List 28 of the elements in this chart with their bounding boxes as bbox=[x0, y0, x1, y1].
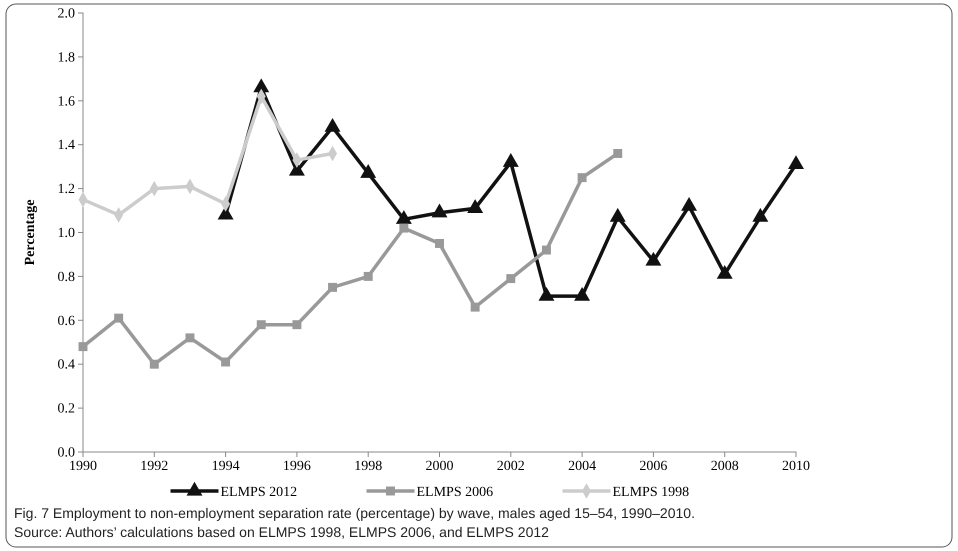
y-tick-label: 0.0 bbox=[58, 445, 75, 460]
source-note: Source: Authors’ calculations based on ELMPS 1998, ELMPS 2006, and ELMPS 2012 bbox=[14, 524, 550, 540]
x-tick-label: 2006 bbox=[639, 458, 668, 474]
x-tick-label: 1994 bbox=[212, 458, 240, 474]
x-tick-label: 1996 bbox=[282, 458, 311, 474]
x-tick-label: 1998 bbox=[354, 458, 382, 474]
x-tick-label: 1992 bbox=[140, 458, 168, 474]
y-tick-label: 0.6 bbox=[58, 314, 75, 329]
legend-label: ELMPS 2006 bbox=[416, 485, 494, 500]
x-tick-label: 2004 bbox=[568, 458, 596, 474]
y-tick-label: 0.8 bbox=[58, 270, 75, 285]
y-tick-label: 1.6 bbox=[58, 94, 75, 110]
y-axis-title: Percentage bbox=[23, 200, 38, 266]
y-tick-label: 0.2 bbox=[58, 402, 75, 417]
x-tick-label: 2010 bbox=[782, 458, 810, 474]
y-tick-label: 1.2 bbox=[58, 182, 75, 198]
y-tick-label: 1.8 bbox=[58, 50, 75, 66]
y-tick-label: 1.0 bbox=[58, 226, 75, 241]
x-tick-label: 2000 bbox=[426, 458, 454, 474]
x-tick-label: 2008 bbox=[710, 458, 739, 474]
caption: Fig. 7 Employment to non-employment separation rate (percentage) by wave, males aged 15–54, 1990–2010. bbox=[14, 505, 695, 521]
legend-label: ELMPS 2012 bbox=[220, 485, 298, 500]
x-tick-label: 2002 bbox=[496, 458, 525, 474]
y-tick-label: 1.4 bbox=[58, 138, 75, 154]
legend-label: ELMPS 1998 bbox=[612, 485, 690, 500]
y-tick-label: 0.4 bbox=[58, 358, 75, 373]
x-tick-label: 1990 bbox=[69, 458, 97, 474]
y-tick-label: 2.0 bbox=[58, 6, 75, 22]
